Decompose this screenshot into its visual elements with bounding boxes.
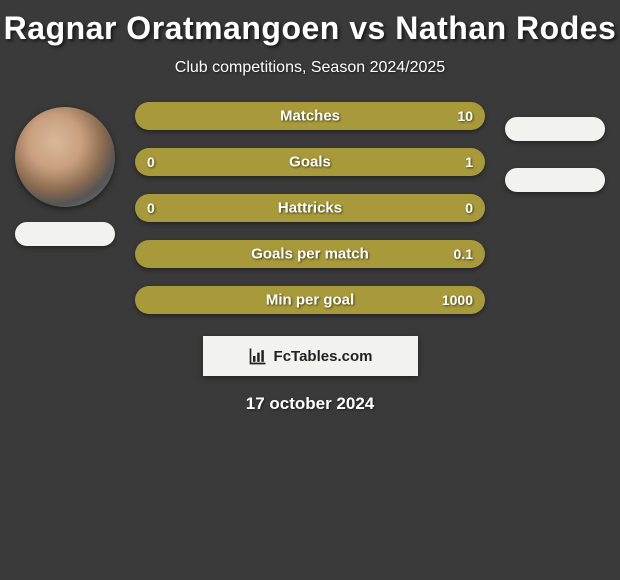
page-title: Ragnar Oratmangoen vs Nathan Rodes <box>0 10 620 47</box>
branding-text: FcTables.com <box>274 348 373 365</box>
stat-label: Matches <box>280 108 340 125</box>
player-right-column <box>500 102 610 192</box>
stat-right-value: 0.1 <box>454 246 473 262</box>
chart-icon <box>248 346 268 366</box>
player-right-name-pill-1 <box>505 117 605 141</box>
stat-right-value: 1000 <box>442 292 473 308</box>
stat-right-value: 1 <box>465 154 473 170</box>
stat-left-value: 0 <box>147 200 155 216</box>
stat-row-goals-per-match: Goals per match 0.1 <box>135 240 485 268</box>
stat-row-goals: 0 Goals 1 <box>135 148 485 176</box>
stat-label: Min per goal <box>266 292 354 309</box>
date-text: 17 october 2024 <box>0 394 620 414</box>
player-left-avatar <box>15 107 115 207</box>
player-right-name-pill-2 <box>505 168 605 192</box>
player-left-name-pill <box>15 222 115 246</box>
stat-right-value: 0 <box>465 200 473 216</box>
stat-label: Goals per match <box>251 246 369 263</box>
branding-badge[interactable]: FcTables.com <box>203 336 418 376</box>
stat-right-value: 10 <box>457 108 473 124</box>
stat-left-value: 0 <box>147 154 155 170</box>
main-row: Matches 10 0 Goals 1 0 Hattricks 0 Goals… <box>0 102 620 314</box>
subtitle: Club competitions, Season 2024/2025 <box>0 59 620 77</box>
stat-label: Goals <box>289 154 331 171</box>
stat-label: Hattricks <box>278 200 342 217</box>
player-left-column <box>10 102 120 246</box>
comparison-card: Ragnar Oratmangoen vs Nathan Rodes Club … <box>0 0 620 424</box>
stat-row-min-per-goal: Min per goal 1000 <box>135 286 485 314</box>
stat-row-matches: Matches 10 <box>135 102 485 130</box>
stats-column: Matches 10 0 Goals 1 0 Hattricks 0 Goals… <box>135 102 485 314</box>
stat-row-hattricks: 0 Hattricks 0 <box>135 194 485 222</box>
